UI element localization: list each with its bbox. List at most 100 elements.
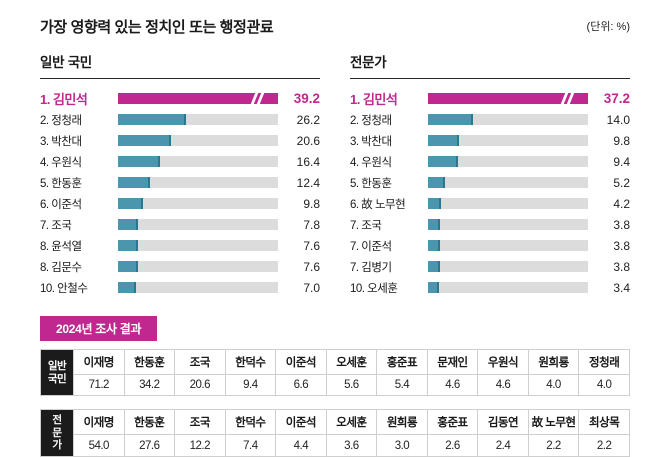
bar-row: 2. 정청래 26.2	[40, 109, 320, 130]
survey-table-general-public: 일반 국민 이재명 한동훈 조국 한덕수 이준석 오세훈 홍준표 문재인 우원식 원희룡 정청래 71.2…	[40, 349, 630, 396]
bar-row: 1. 김민석 37.2	[350, 88, 630, 109]
unit-label: (단위: %)	[586, 21, 630, 33]
bar-value: 3.8	[613, 238, 630, 253]
chart-experts: 전문가 1. 김민석 37.2 2. 정청래 14.0 3. 박찬대 9.8 4. 우원식 9…	[350, 51, 630, 298]
bar-charts: 일반 국민 1. 김민석 39.2 2. 정청래 26.2 3. 박찬대 20.6 4. 우…	[40, 51, 630, 298]
table-value-cell: 2.4	[477, 434, 529, 457]
table-value-cell: 27.6	[123, 434, 176, 457]
bar-value: 9.8	[613, 133, 630, 148]
bar-fill	[118, 156, 161, 167]
table-name-cell: 오세훈	[325, 349, 378, 375]
bar-list-general-public: 1. 김민석 39.2 2. 정청래 26.2 3. 박찬대 20.6 4. 우원식 16.4…	[40, 88, 320, 298]
bar-fill	[428, 282, 439, 293]
bar-row: 7. 조국 3.8	[350, 214, 630, 235]
bar-row: 5. 한동훈 12.4	[40, 172, 320, 193]
survey-tables: 일반 국민 이재명 한동훈 조국 한덕수 이준석 오세훈 홍준표 문재인 우원식 원희룡 정청래 71.2…	[40, 349, 630, 457]
table-value-cell: 12.2	[174, 434, 226, 457]
bar-row-label: 5. 한동훈	[350, 177, 392, 190]
table-value-cell: 4.0	[578, 374, 630, 396]
table-value-cell: 71.2	[73, 374, 125, 396]
bar-fill	[118, 261, 138, 272]
bar-track	[428, 135, 588, 146]
bar-fill	[118, 135, 172, 146]
survey-table-experts: 전 문 가 이재명 한동훈 조국 한덕수 이준석 오세훈 원희룡 홍준표 김동연 故 노무현 최상목 54.…	[40, 408, 630, 457]
bar-track	[118, 240, 278, 251]
bar-fill	[428, 135, 460, 146]
bar-row-label: 3. 박찬대	[350, 135, 392, 148]
table-name-cell: 조국	[174, 349, 226, 375]
table-name-cell: 오세훈	[325, 408, 378, 436]
bar-track	[428, 261, 588, 272]
table-value-cell: 2.2	[527, 434, 580, 457]
bar-row-label: 10. 안철수	[40, 282, 88, 295]
bar-value: 4.2	[613, 196, 630, 211]
bar-row: 1. 김민석 39.2	[40, 88, 320, 109]
bar-fill	[428, 177, 445, 188]
bar-value: 20.6	[296, 133, 320, 148]
bar-row-label: 1. 김민석	[40, 92, 88, 107]
bar-fill	[118, 219, 139, 230]
table-name-cell: 이준석	[275, 349, 327, 375]
bar-track	[428, 282, 588, 293]
table-value-row: 54.0 27.6 12.2 7.4 4.4 3.6 3.0 2.6 2.4 2.2 2.2	[41, 434, 630, 457]
bar-track	[428, 93, 588, 104]
bar-value: 39.2	[293, 91, 320, 106]
bar-row-label: 8. 김문수	[40, 261, 82, 274]
chart-general-public: 일반 국민 1. 김민석 39.2 2. 정청래 26.2 3. 박찬대 20.6 4. 우…	[40, 51, 320, 298]
bar-fill	[428, 93, 588, 104]
bar-value: 5.2	[613, 175, 630, 190]
table-name-cell: 홍준표	[426, 408, 479, 436]
table-name-cell: 우원식	[477, 349, 529, 375]
survey-2024-section: 2024년 조사 결과 일반 국민 이재명 한동훈 조국 한덕수 이준석 오세훈 홍준표 문재인 우…	[40, 316, 630, 457]
header: 가장 영향력 있는 정치인 또는 행정관료 (단위: %)	[40, 16, 630, 37]
table-value-cell: 2.6	[426, 434, 479, 457]
bar-fill	[118, 240, 138, 251]
bar-row-label: 3. 박찬대	[40, 135, 82, 148]
bar-track	[118, 135, 278, 146]
bar-fill	[428, 114, 473, 125]
table-name-cell: 조국	[174, 408, 226, 436]
survey-table: 전 문 가 이재명 한동훈 조국 한덕수 이준석 오세훈 원희룡 홍준표 김동연 故 노무현 최상목 54.…	[40, 408, 630, 457]
table-value-cell: 5.6	[325, 374, 378, 396]
survey-title-badge: 2024년 조사 결과	[40, 316, 158, 341]
bar-row-label: 10. 오세훈	[350, 282, 398, 295]
table-name-cell: 이준석	[275, 408, 327, 436]
table-name-cell: 정청래	[578, 349, 630, 375]
bar-row-label: 7. 조국	[40, 219, 72, 232]
table-name-cell: 문재인	[426, 349, 479, 375]
bar-value: 14.0	[606, 112, 630, 127]
table-name-cell: 한동훈	[123, 349, 176, 375]
bar-value: 12.4	[296, 175, 320, 190]
bar-track	[118, 282, 278, 293]
bar-value: 7.8	[303, 217, 320, 232]
bar-value: 3.4	[613, 280, 630, 295]
table-row-label: 일반 국민	[40, 349, 74, 396]
table-name-row: 일반 국민 이재명 한동훈 조국 한덕수 이준석 오세훈 홍준표 문재인 우원식 원희룡 정청래	[40, 349, 630, 396]
bar-fill	[428, 156, 459, 167]
bar-fill	[118, 177, 150, 188]
bar-track	[118, 261, 278, 272]
table-name-cell: 원희룡	[527, 349, 580, 375]
bar-row: 7. 김병기 3.8	[350, 256, 630, 277]
bar-value: 7.6	[303, 238, 320, 253]
table-value-cell: 4.6	[477, 374, 529, 396]
bar-row-label: 8. 윤석열	[40, 240, 82, 253]
bar-fill	[118, 198, 144, 209]
survey-table: 일반 국민 이재명 한동훈 조국 한덕수 이준석 오세훈 홍준표 문재인 우원식 원희룡 정청래 71.2…	[40, 349, 630, 396]
bar-row-label: 6. 故 노무현	[350, 198, 406, 211]
bar-row: 6. 故 노무현 4.2	[350, 193, 630, 214]
bar-fill	[428, 198, 442, 209]
bar-row: 8. 김문수 7.6	[40, 256, 320, 277]
table-name-cell: 故 노무현	[527, 408, 580, 436]
table-value-cell: 9.4	[224, 374, 277, 396]
bar-track	[118, 198, 278, 209]
bar-value: 37.2	[603, 91, 630, 106]
bar-row: 10. 안철수 7.0	[40, 277, 320, 298]
bar-row-label: 6. 이준석	[40, 198, 82, 211]
table-name-cell: 한덕수	[224, 349, 277, 375]
bar-track	[428, 156, 588, 167]
bar-row: 5. 한동훈 5.2	[350, 172, 630, 193]
chart-title-experts: 전문가	[350, 51, 630, 79]
